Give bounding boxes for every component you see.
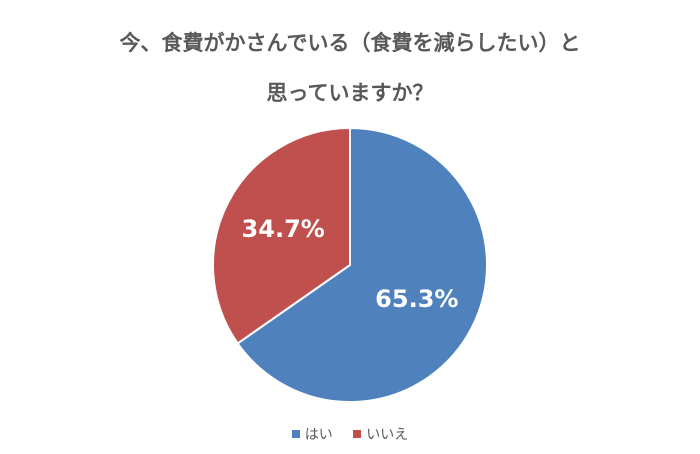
pie-slice-no (212, 126, 351, 345)
legend-label-yes: はい (304, 427, 333, 443)
chart-title: 今、食費がかさんでいる（食費を減らしたい）と 思っていますか？ (0, 18, 700, 118)
chart-title-line-2: 思っていますか？ (266, 81, 434, 105)
legend-item-yes: はい (291, 424, 333, 444)
pie-slice-yes (236, 126, 488, 403)
slice-label-no: 34.7% (242, 215, 325, 243)
chart-title-line-1: 今、食費がかさんでいる（食費を減らしたい）と (119, 31, 581, 55)
chart-legend: はい いいえ (0, 424, 700, 444)
legend-label-no: いいえ (366, 427, 409, 443)
slice-label-yes: 65.3% (375, 285, 458, 313)
legend-swatch-yes (291, 430, 300, 438)
legend-item-no: いいえ (353, 424, 408, 444)
legend-swatch-no (353, 430, 362, 438)
